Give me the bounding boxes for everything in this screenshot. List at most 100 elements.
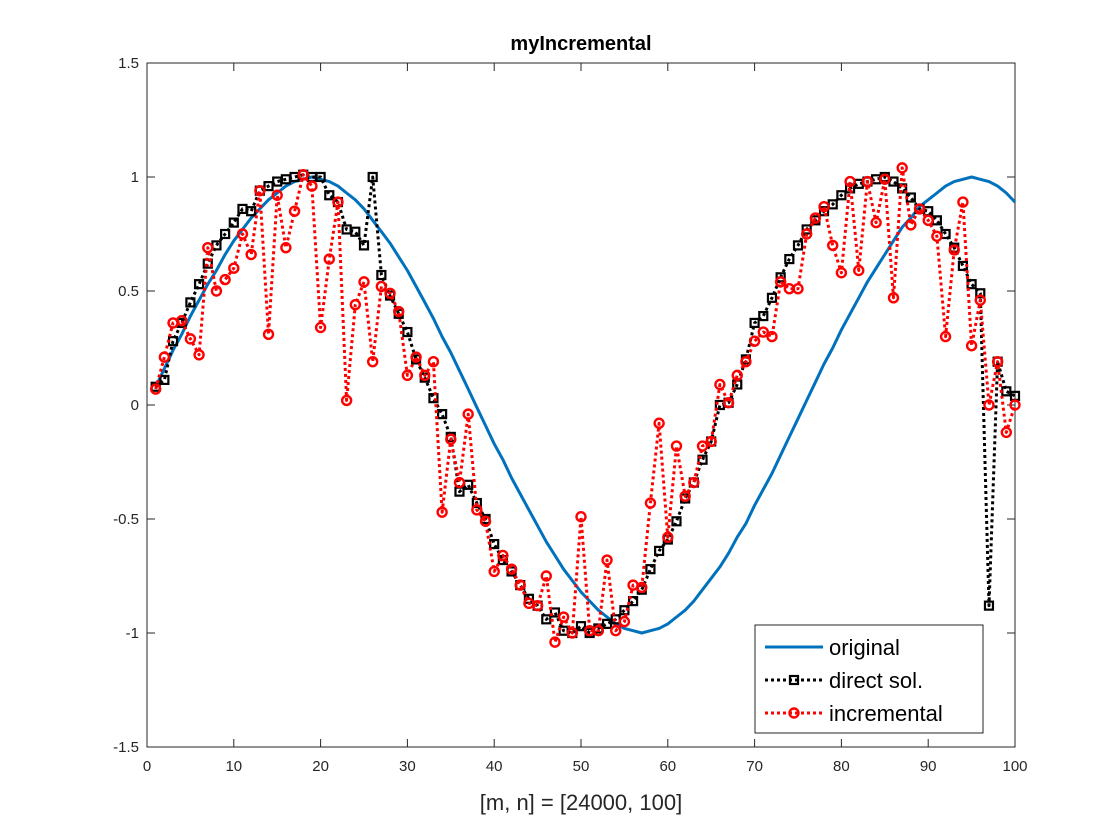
data-point-incremental [436,506,448,518]
legend-label-incremental: incremental [829,701,943,726]
data-point-direct-sol [376,269,387,281]
data-point-incremental [549,636,561,648]
x-tick-label: 30 [399,758,416,775]
data-point-incremental [323,253,335,265]
data-point-incremental [176,314,188,327]
x-tick-label: 100 [1002,758,1027,775]
data-point-incremental [557,611,570,623]
data-point-incremental [505,563,518,575]
x-tick-label: 60 [659,758,676,775]
data-point-incremental [870,216,882,229]
data-point-incremental [957,196,969,208]
y-tick-label: 0 [131,397,139,414]
data-point-incremental [818,200,830,213]
data-point-direct-sol [246,206,257,217]
data-point-direct-sol [975,288,986,299]
data-point-direct-sol [775,272,786,283]
data-point-incremental [913,203,926,215]
data-point-incremental [349,298,362,311]
data-point-direct-sol [818,206,830,217]
data-point-incremental [393,305,405,318]
data-point-direct-sol [220,228,231,240]
data-point-incremental [445,433,457,445]
data-point-direct-sol [758,310,769,322]
legend-label-direct-sol: direct sol. [829,668,923,693]
data-point-incremental [210,285,223,297]
data-point-incremental [401,369,414,382]
legend: original direct sol. incremental [754,624,984,734]
x-tick-label: 70 [746,758,763,775]
data-point-incremental [245,248,257,261]
y-tick-label: 1.5 [118,55,139,72]
data-point-incremental [262,328,275,341]
data-point-direct-sol [541,614,552,625]
data-point-incremental [427,355,440,368]
data-point-incremental [662,531,674,543]
data-point-incremental [306,180,318,192]
data-point-incremental [853,264,865,277]
legend-marker-direct-sol [788,674,800,686]
data-point-incremental [644,497,657,509]
data-point-direct-sol [645,564,656,575]
data-point-incremental [228,262,240,274]
data-point-incremental [731,369,743,382]
data-point-incremental [809,212,822,224]
data-point-incremental [714,378,726,391]
legend-marker-incremental [788,707,800,719]
x-tick-label: 10 [225,758,242,775]
data-point-incremental [358,276,370,288]
data-point-direct-sol [367,171,378,183]
data-point-incremental [861,175,874,188]
data-point-direct-sol [671,516,682,527]
data-point-incremental [1000,426,1013,439]
data-point-direct-sol [654,545,665,557]
y-tick-label: -1.5 [113,739,139,756]
data-point-incremental [748,335,761,347]
data-point-incremental [488,565,500,578]
data-point-direct-sol [749,317,760,329]
data-point-incremental [514,579,526,591]
data-point-incremental [653,417,665,429]
data-point-incremental [983,399,995,411]
data-point-incremental [766,330,778,343]
data-point-incremental [792,283,804,295]
data-point-direct-sol [983,600,995,611]
data-point-incremental [297,169,309,181]
data-point-incremental [931,230,943,242]
data-point-incremental [575,511,587,523]
data-point-incremental [922,214,934,227]
x-tick-label: 80 [833,758,850,775]
data-point-direct-sol [350,226,361,237]
x-tick-label: 90 [920,758,937,775]
series-line-incremental [154,166,1017,644]
data-point-incremental [479,515,492,527]
data-point-direct-sol [437,409,448,420]
data-point-incremental [679,490,691,502]
data-point-incremental [774,276,787,288]
data-point-incremental [1009,399,1021,411]
data-point-incremental [844,175,856,188]
data-point-direct-sol [358,240,370,251]
x-tick-label: 0 [143,758,151,775]
data-point-incremental [340,394,353,407]
data-point-direct-sol [428,393,439,404]
y-tick-label: -1 [126,625,139,642]
data-point-incremental [939,330,952,343]
data-point-incremental [601,554,613,566]
data-point-direct-sol [627,595,639,607]
data-point-incremental [618,615,631,628]
data-point-incremental [158,351,171,363]
data-point-incremental [827,239,839,252]
data-point-incremental [896,162,908,174]
data-point-incremental [610,625,622,637]
data-point-incremental [722,397,735,409]
y-tick-label: -0.5 [113,511,139,528]
legend-box [754,624,984,734]
data-point-incremental [497,549,509,562]
data-point-direct-sol [402,326,413,338]
data-point-incremental [202,241,214,254]
x-tick-label: 20 [312,758,329,775]
data-point-incremental [453,476,466,489]
data-point-incremental [236,228,249,240]
x-tick-label: 40 [486,758,503,775]
